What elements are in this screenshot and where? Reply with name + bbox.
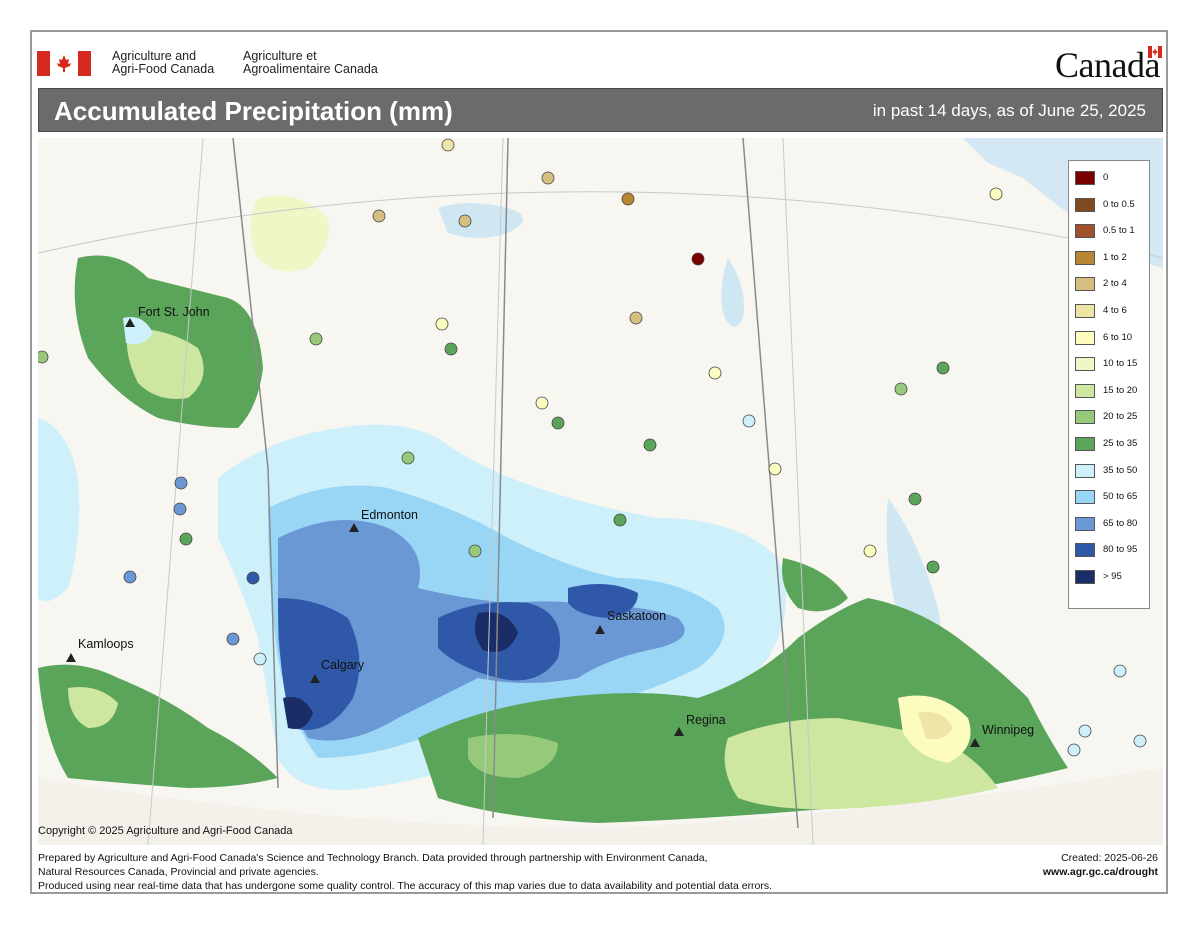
- city-label-saskatoon: Saskatoon: [607, 609, 666, 623]
- legend-swatch: [1075, 277, 1095, 292]
- legend-label: 6 to 10: [1103, 331, 1133, 343]
- city-label-kamloops: Kamloops: [78, 637, 134, 651]
- city-marker-saskatoon: [595, 625, 605, 634]
- legend-swatch: [1075, 197, 1095, 212]
- city-marker-winnipeg: [970, 738, 980, 747]
- footer-notes: Prepared by Agriculture and Agri-Food Ca…: [38, 851, 938, 893]
- legend-label: 1 to 2: [1103, 251, 1127, 263]
- legend-swatch: [1075, 250, 1095, 265]
- city-label-fort-st-john: Fort St. John: [138, 305, 210, 319]
- legend-label: 20 to 25: [1103, 411, 1138, 423]
- legend-label: 80 to 95: [1103, 544, 1138, 556]
- region-80-95-c: [568, 584, 638, 618]
- legend-swatch: [1075, 383, 1095, 398]
- legend-label: 0: [1103, 172, 1109, 183]
- wordmark-text: Canada: [1055, 45, 1160, 85]
- region-80-95: [278, 598, 360, 730]
- legend-swatch: [1075, 410, 1095, 425]
- dept-name-french: Agriculture et Agroalimentaire Canada: [243, 50, 378, 76]
- legend-swatch: [1075, 463, 1095, 478]
- city-marker-calgary: [310, 674, 320, 683]
- region-over-95: [283, 697, 313, 729]
- region-25-35-manitoba: [782, 558, 848, 612]
- legend-label: 10 to 15: [1103, 358, 1138, 370]
- region-20-25-south: [468, 734, 558, 778]
- legend-swatch: [1075, 490, 1095, 505]
- dept-fr-line2: Agroalimentaire Canada: [243, 62, 378, 76]
- region-35-50-bc-west: [38, 418, 80, 602]
- legend-label: 35 to 50: [1103, 464, 1138, 476]
- dept-en-line1: Agriculture and: [112, 49, 197, 63]
- created-info: Created: 2025-06-26 www.agr.gc.ca/drough…: [1043, 851, 1158, 879]
- title-bar: Accumulated Precipitation (mm) in past 1…: [38, 88, 1163, 132]
- legend-swatch: [1075, 171, 1095, 185]
- city-marker-fort-st-john: [125, 318, 135, 327]
- legend-label: 25 to 35: [1103, 438, 1138, 449]
- created-date: Created: 2025-06-26: [1061, 852, 1158, 864]
- provincial-borders: [232, 138, 799, 829]
- canada-wordmark: Canada: [1055, 44, 1162, 86]
- legend-label: 15 to 20: [1103, 384, 1138, 396]
- dept-name-english: Agriculture and Agri-Food Canada: [112, 50, 214, 76]
- dept-fr-line1: Agriculture et: [243, 49, 317, 63]
- legend-label: > 95: [1103, 571, 1122, 582]
- legend-label: 50 to 65: [1103, 491, 1138, 503]
- us-area: [38, 768, 1163, 845]
- city-markers: [66, 318, 980, 747]
- copyright: Copyright © 2025 Agriculture and Agri-Fo…: [38, 825, 293, 837]
- legend: 0 0 to 0.5 0.5 to 1 1 to 2 2 to 4 4 to 6 6 to …: [1068, 160, 1150, 609]
- legend-swatch: [1075, 516, 1095, 531]
- footer-line-2: Natural Resources Canada, Provincial and…: [38, 866, 319, 878]
- legend-label: 2 to 4: [1103, 278, 1127, 290]
- city-label-edmonton: Edmonton: [361, 508, 418, 522]
- precipitation-map: Fort St. John Edmonton Kamloops Calgary …: [38, 138, 1163, 845]
- wordmark-flag-icon: [1148, 46, 1162, 58]
- legend-swatch: [1075, 224, 1095, 239]
- footer-line-3: Produced using near real-time data that …: [38, 880, 773, 892]
- legend-swatch: [1075, 330, 1095, 345]
- city-label-winnipeg: Winnipeg: [982, 723, 1034, 737]
- legend-swatch: [1075, 357, 1095, 372]
- city-label-calgary: Calgary: [321, 658, 365, 672]
- map-subtitle: in past 14 days, as of June 25, 2025: [872, 101, 1146, 120]
- station-dots: [38, 138, 1147, 757]
- canada-flag-logo: [37, 51, 91, 76]
- footer-line-1: Prepared by Agriculture and Agri-Food Ca…: [38, 852, 708, 864]
- city-marker-kamloops: [66, 653, 76, 662]
- reindeer-lake: [721, 258, 744, 327]
- legend-swatch: [1075, 437, 1095, 451]
- city-label-regina: Regina: [686, 713, 726, 727]
- city-marker-edmonton: [349, 523, 359, 532]
- website-link[interactable]: www.agr.gc.ca/drought: [1042, 866, 1158, 878]
- graticule: [38, 138, 1163, 845]
- legend-label: 4 to 6: [1103, 305, 1127, 316]
- legend-swatch: [1075, 543, 1095, 558]
- lake-athabasca: [438, 203, 523, 238]
- legend-label: 65 to 80: [1103, 517, 1138, 529]
- region-6-10-north: [250, 195, 329, 272]
- dept-en-line2: Agri-Food Canada: [112, 62, 215, 76]
- legend-label: 0 to 0.5: [1103, 198, 1135, 210]
- region-4-6-south: [918, 712, 953, 740]
- legend-swatch: [1075, 304, 1095, 318]
- region-15-20-bc: [68, 687, 118, 728]
- city-marker-regina: [674, 727, 684, 736]
- legend-label: 0.5 to 1: [1103, 225, 1135, 237]
- map-title: Accumulated Precipitation (mm): [54, 96, 453, 126]
- legend-swatch: [1075, 570, 1095, 584]
